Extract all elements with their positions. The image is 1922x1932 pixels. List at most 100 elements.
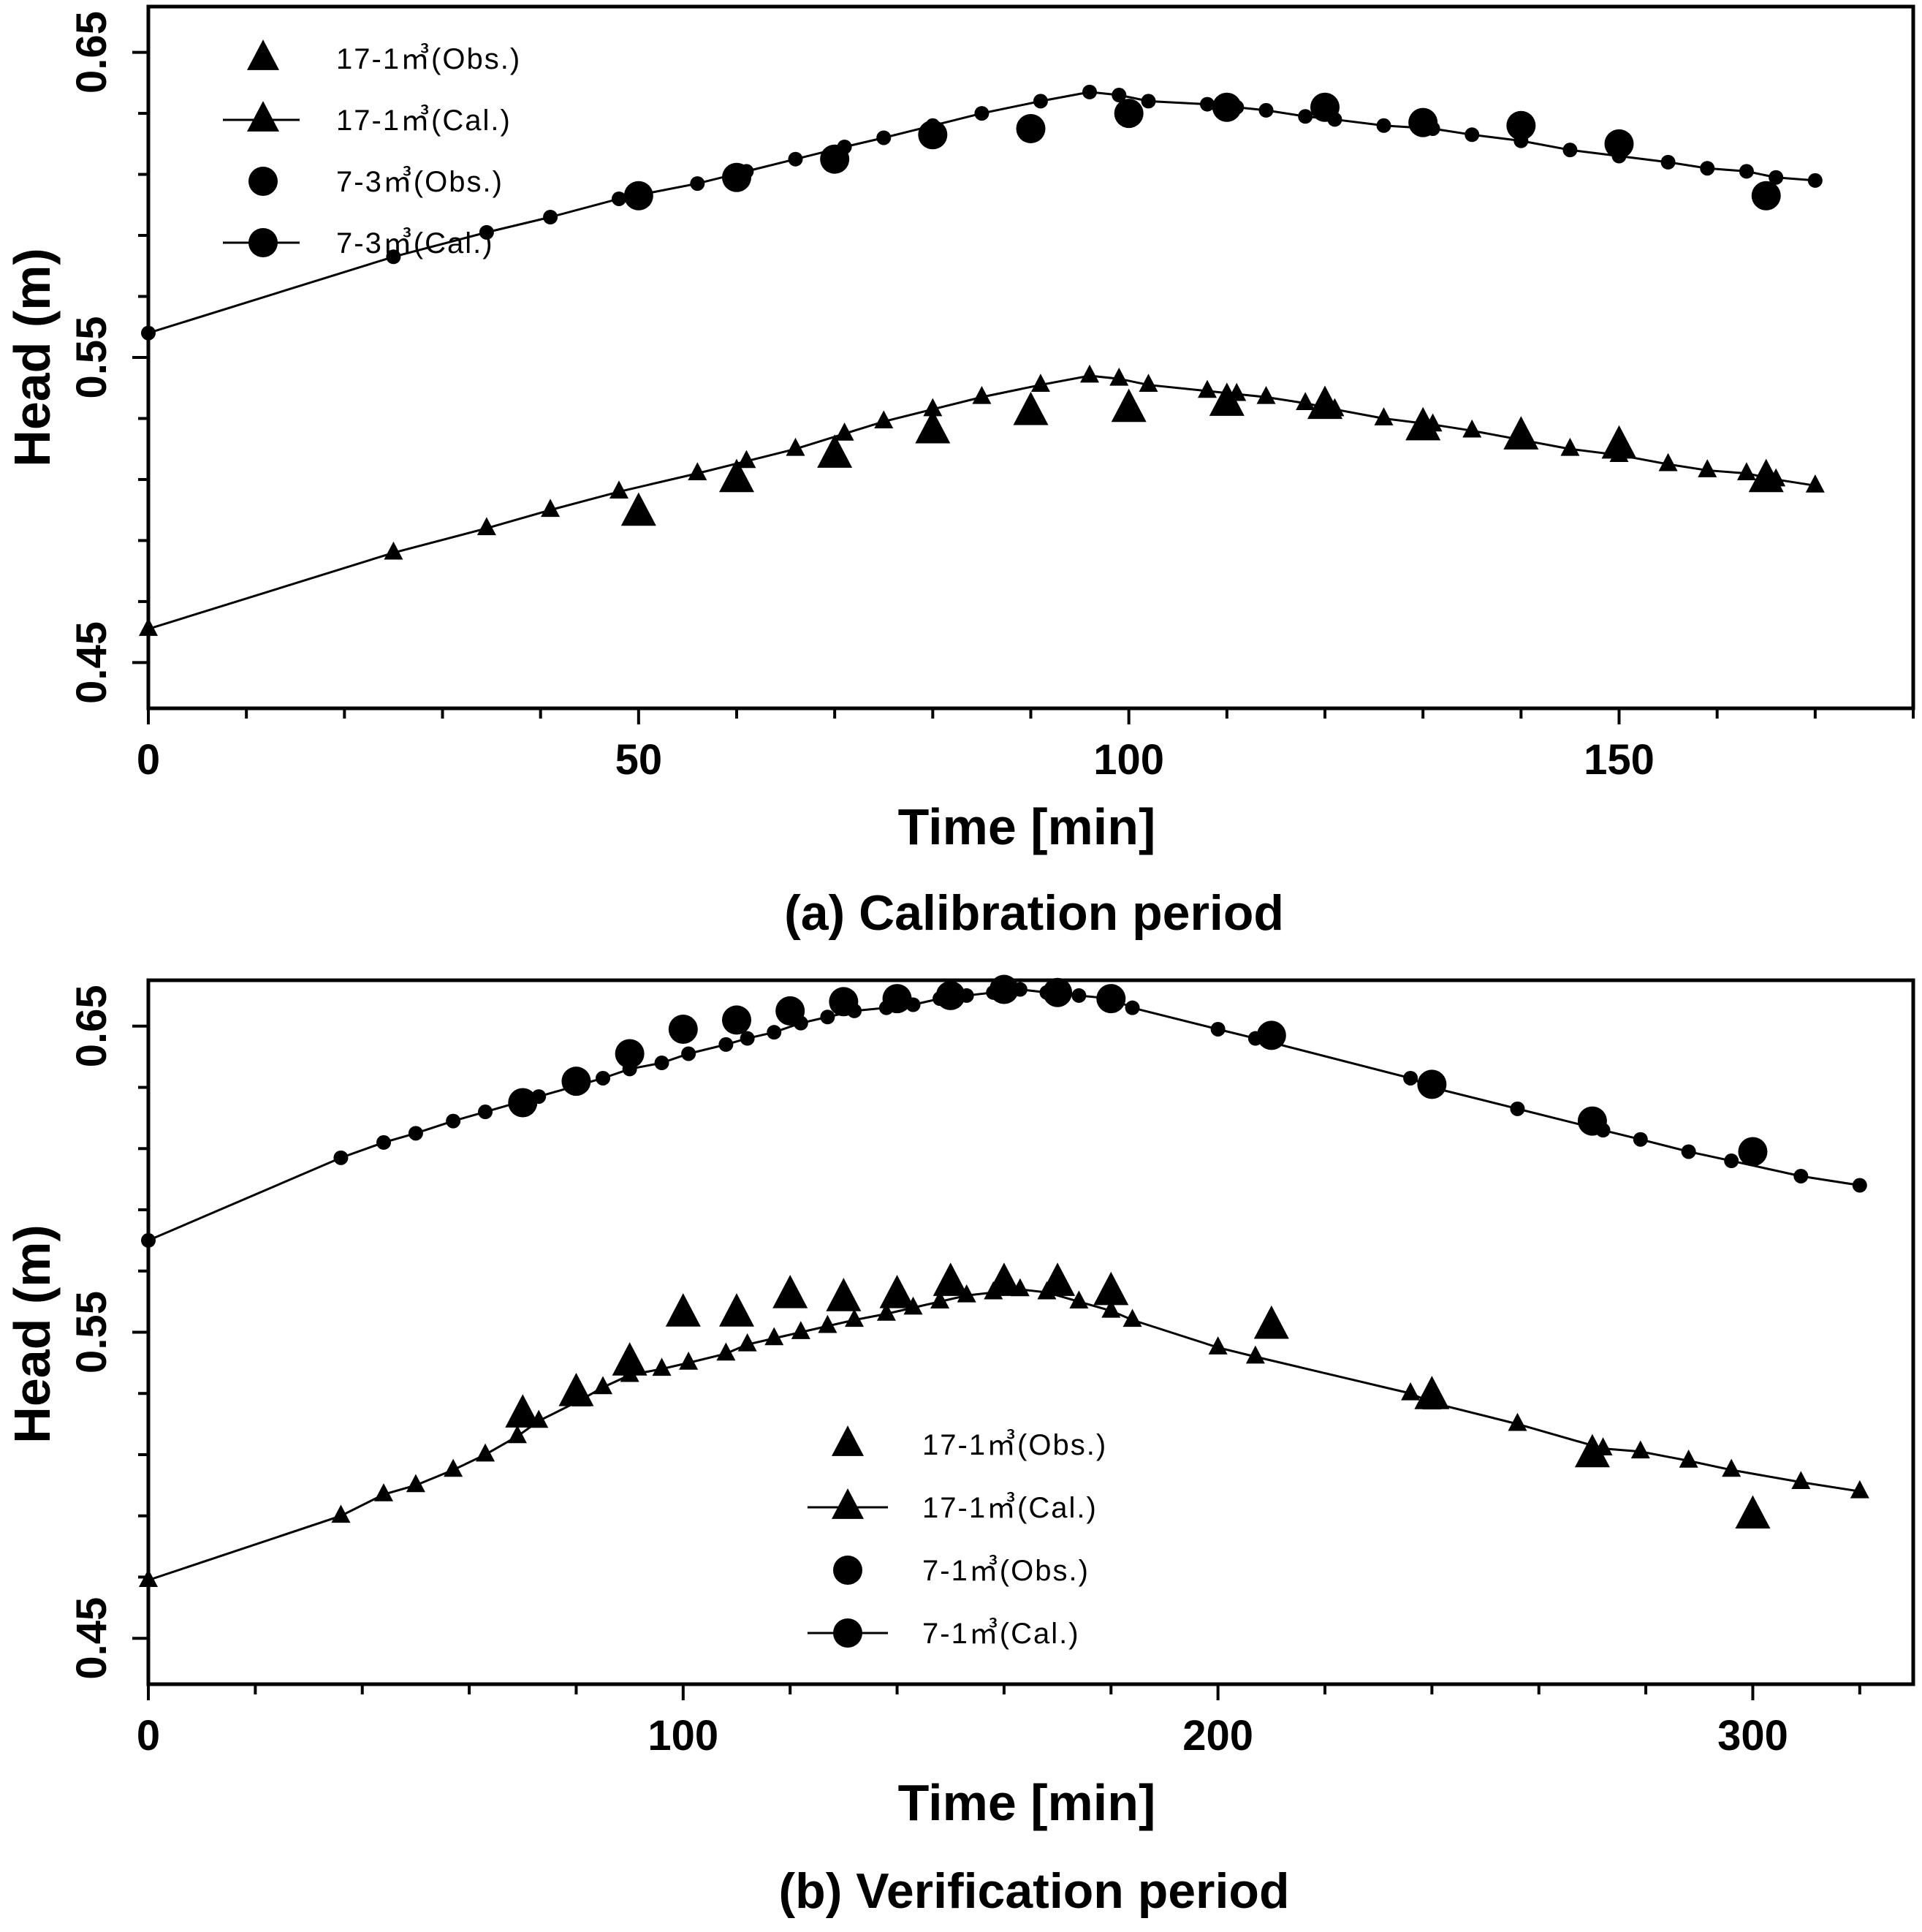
data-point-cal xyxy=(1245,1345,1265,1364)
legend-label: 7-1㎥(Cal.) xyxy=(922,1617,1080,1650)
data-point-cal xyxy=(1658,452,1678,471)
data-point-cal xyxy=(959,988,974,1003)
x-axis-title: Time [min] xyxy=(898,1774,1156,1831)
legend-item: 7-1㎥(Obs.) xyxy=(833,1554,1090,1587)
data-point-cal xyxy=(331,1504,351,1523)
series-line xyxy=(148,91,1815,335)
data-point-cal xyxy=(923,398,943,417)
y-tick-label: 0.55 xyxy=(68,317,115,399)
data-point-cal xyxy=(1376,118,1391,133)
series-line xyxy=(148,1288,1861,1582)
series-7-3㎥(Obs.) xyxy=(623,92,1781,211)
data-point-obs xyxy=(879,1274,915,1308)
x-axis-ticks: 0 100 200 300 xyxy=(137,1684,1861,1759)
panel-calibration: 0 50 100 150 0.450.550.65 17-1㎥(Obs.)17-1㎥(… xyxy=(4,4,1915,941)
series-7-1㎥(Cal.) xyxy=(141,982,1867,1248)
data-point-cal xyxy=(571,1388,591,1406)
data-point-cal xyxy=(1681,1144,1696,1159)
y-axis-ticks: 0.45 0.55 0.65 xyxy=(68,11,148,704)
data-point-cal xyxy=(541,499,561,518)
x-tick-label: 300 xyxy=(1717,1712,1788,1759)
data-point-cal xyxy=(1791,1471,1811,1490)
data-point-cal xyxy=(1256,385,1276,404)
legend-marker xyxy=(248,228,278,257)
data-point-cal xyxy=(681,1046,696,1061)
data-point-cal xyxy=(679,1352,699,1370)
y-tick-label: 0.65 xyxy=(68,985,115,1067)
data-point-cal xyxy=(1325,398,1345,417)
data-point-cal xyxy=(932,991,948,1007)
legend-marker xyxy=(248,167,278,196)
data-point-obs xyxy=(719,458,754,493)
x-tick-label: 100 xyxy=(647,1712,718,1759)
data-point-obs xyxy=(1209,382,1245,416)
data-point-cal xyxy=(1422,1391,1442,1410)
data-point-cal xyxy=(1112,88,1127,103)
data-point-obs xyxy=(668,1014,698,1044)
data-point-cal xyxy=(984,1281,1003,1300)
data-point-cal xyxy=(1562,143,1578,158)
data-point-cal xyxy=(793,1015,808,1031)
data-point-cal xyxy=(1039,985,1055,1000)
data-point-cal xyxy=(1401,1382,1421,1401)
data-point-cal xyxy=(386,249,401,265)
data-point-obs xyxy=(1013,391,1049,425)
data-point-cal xyxy=(957,1284,976,1303)
data-point-cal xyxy=(1258,102,1274,118)
data-point-cal xyxy=(1698,459,1717,477)
data-point-cal xyxy=(1069,1290,1089,1309)
data-point-cal xyxy=(1030,374,1050,392)
data-point-cal xyxy=(930,1290,950,1309)
data-point-cal xyxy=(876,130,892,145)
data-point-cal xyxy=(507,1425,527,1444)
data-point-cal xyxy=(1769,170,1784,185)
data-point-cal xyxy=(652,1357,672,1376)
data-point-cal xyxy=(1766,468,1786,487)
data-point-cal xyxy=(740,1031,755,1046)
data-point-cal xyxy=(903,1296,923,1315)
data-point-cal xyxy=(739,164,754,179)
data-point-cal xyxy=(1424,1080,1440,1095)
legend-marker xyxy=(832,1425,864,1456)
legend-marker xyxy=(832,1488,864,1519)
data-point-cal xyxy=(972,385,992,404)
y-axis-title: Head (m) xyxy=(4,1224,61,1443)
series-layer xyxy=(139,84,1825,636)
data-point-cal xyxy=(1510,1101,1525,1116)
data-point-cal xyxy=(1037,1281,1057,1300)
data-point-cal xyxy=(925,118,941,133)
data-point-cal xyxy=(1374,407,1394,425)
data-point-cal xyxy=(820,1009,835,1025)
series-17-1㎥(Obs.) xyxy=(505,1262,1771,1529)
data-point-cal xyxy=(1082,84,1097,99)
data-point-cal xyxy=(1227,382,1247,401)
data-point-cal xyxy=(479,224,494,240)
data-point-cal xyxy=(845,1308,864,1327)
data-point-cal xyxy=(374,1483,393,1501)
data-point-obs xyxy=(1253,1305,1289,1339)
data-point-obs xyxy=(1506,110,1536,140)
data-point-cal xyxy=(690,176,705,192)
data-point-cal xyxy=(446,1113,461,1129)
data-point-cal xyxy=(1660,154,1676,170)
data-point-cal xyxy=(835,423,854,441)
data-point-cal xyxy=(1609,444,1629,462)
data-point-cal xyxy=(1630,1440,1650,1459)
data-point-cal xyxy=(791,1321,810,1339)
data-point-cal xyxy=(408,1126,423,1141)
data-point-cal xyxy=(622,1061,637,1077)
data-point-obs xyxy=(1735,1495,1771,1529)
panel-caption: (a) Calibration period xyxy=(784,885,1284,941)
legend-label: 7-1㎥(Obs.) xyxy=(922,1554,1090,1587)
data-point-obs xyxy=(1016,113,1046,143)
data-point-obs xyxy=(772,1274,808,1308)
data-point-cal xyxy=(1722,1458,1741,1477)
data-point-cal xyxy=(1327,112,1342,127)
data-point-obs xyxy=(817,434,853,468)
data-point-cal xyxy=(1805,474,1825,493)
x-tick-label: 200 xyxy=(1182,1712,1253,1759)
data-point-cal xyxy=(986,985,1001,1000)
data-point-cal xyxy=(476,1443,495,1462)
data-point-cal xyxy=(376,1134,391,1150)
data-point-cal xyxy=(737,450,756,469)
